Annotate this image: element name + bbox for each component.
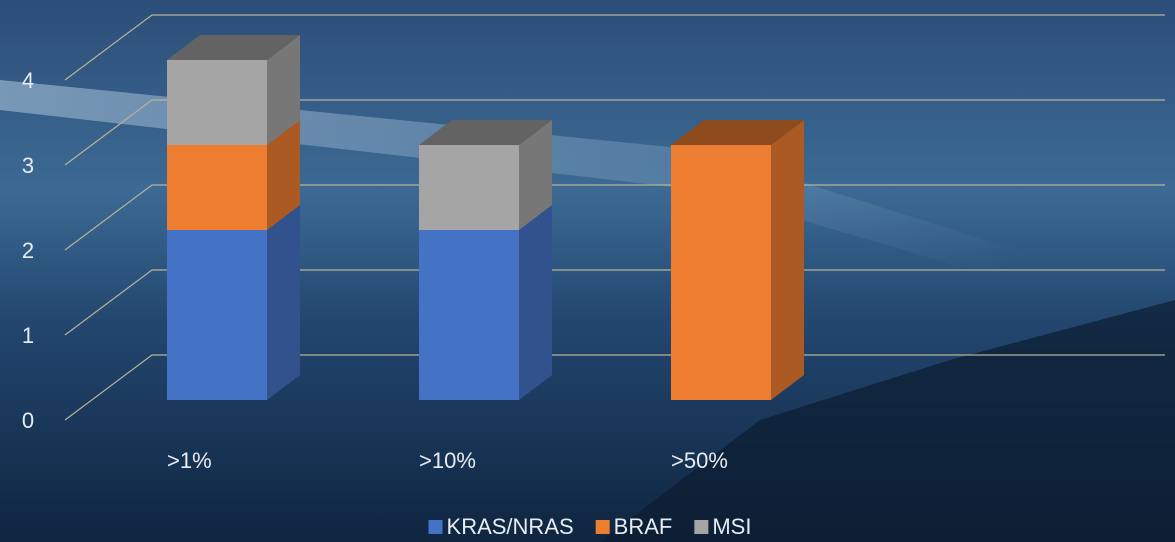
y-tick-label: 0 xyxy=(22,408,34,433)
legend-swatch xyxy=(596,520,610,534)
y-tick-label: 4 xyxy=(22,68,34,93)
legend-swatch xyxy=(429,520,443,534)
y-tick-label: 2 xyxy=(22,238,34,263)
legend-label: KRAS/NRAS xyxy=(447,514,574,539)
bar-segment xyxy=(167,145,267,230)
bar-segment xyxy=(671,145,771,400)
y-tick-label: 1 xyxy=(22,323,34,348)
legend-label: MSI xyxy=(712,514,751,539)
legend-label: BRAF xyxy=(614,514,673,539)
bar-segment xyxy=(419,230,519,400)
x-tick-label: >1% xyxy=(167,448,212,473)
bar-segment xyxy=(167,60,267,145)
bar-side xyxy=(267,205,300,400)
bar-segment xyxy=(167,230,267,400)
bar-segment xyxy=(419,145,519,230)
bar-side xyxy=(771,120,804,400)
bar-side xyxy=(519,205,552,400)
y-tick-label: 3 xyxy=(22,153,34,178)
legend-swatch xyxy=(694,520,708,534)
x-tick-label: >50% xyxy=(671,448,728,473)
chart: 0 1 2 3 4 >1% >10% >50% KRAS/NRAS BRAF MSI xyxy=(0,0,1175,542)
x-tick-label: >10% xyxy=(419,448,476,473)
